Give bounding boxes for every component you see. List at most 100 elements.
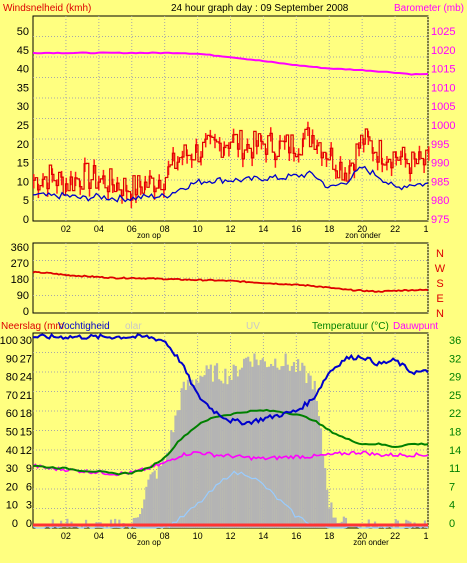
rain-axis-label: Neerslag (mm [1, 321, 64, 332]
temperature-axis-label: Temperatuur (°C) [312, 321, 389, 332]
series-windsnelheid [33, 127, 429, 201]
wind-gust-bar [404, 153, 407, 168]
wind-tick-label: 45 [17, 45, 29, 57]
x-tick-label: 1 [423, 531, 428, 541]
wind-gust-bar [293, 147, 295, 162]
wind-gust-bar [372, 147, 374, 162]
solar-bar [136, 517, 140, 528]
wind-gust-bar [56, 179, 58, 194]
direction-tick-label: 90 [17, 290, 29, 302]
solar-bar [209, 364, 212, 528]
wind-gust-bar [84, 157, 86, 172]
temperature-tick-label: 14 [449, 445, 461, 457]
solar-bar [257, 365, 260, 528]
rain-tick-label: 24 [20, 372, 32, 384]
wind-gust-bar [149, 170, 151, 185]
solar-bar [203, 375, 206, 528]
panel-direction-frame [32, 242, 429, 314]
wind-gust-bar [414, 152, 416, 168]
wind-gust-bar [116, 176, 119, 192]
rain-tick-label: 12 [20, 445, 32, 457]
wind-gust-bar [409, 167, 411, 182]
wind-gust-bar [307, 121, 309, 137]
wind-gust-bar [153, 185, 156, 200]
wind-gust-bar [177, 156, 179, 171]
x-tick-label: 22 [390, 224, 400, 234]
barometer-axis-label: Barometer (mb) [394, 3, 464, 14]
barometer-tick-label: 995 [431, 139, 449, 151]
solar-bar [151, 472, 154, 528]
solar-bar [342, 516, 345, 528]
x-tick-label: 20 [357, 531, 367, 541]
wind-gust-bar [167, 160, 170, 176]
solar-bar [242, 358, 246, 528]
solar-bar [195, 379, 198, 528]
wind-gust-bar [33, 174, 35, 189]
solar-bar [265, 367, 269, 528]
barometer-tick-label: 980 [431, 195, 449, 207]
sunrise-label: zon op [137, 538, 162, 547]
compass-label: N [436, 248, 444, 260]
humidity-tick-label: 80 [6, 372, 18, 384]
x-tick-label: 02 [61, 224, 71, 234]
solar-bar [182, 381, 185, 528]
solar-bar [228, 375, 231, 528]
wind-gust-bar [112, 178, 114, 194]
solar-bar [272, 365, 275, 528]
wind-gust-bar [191, 153, 193, 168]
solar-bar [172, 432, 175, 528]
wind-gust-bar [362, 138, 365, 153]
x-tick-label: 20 [357, 224, 367, 234]
barometer-tick-label: 975 [431, 214, 449, 226]
humidity-tick-label: 20 [6, 481, 18, 493]
x-tick-label: 14 [258, 531, 268, 541]
solar-bar [321, 455, 325, 528]
wind-gust-bar [204, 133, 207, 148]
wind-gust-bar [144, 175, 147, 191]
direction-tick-label: 270 [11, 258, 29, 270]
solar-bar [143, 499, 146, 528]
humidity-tick-label: 0 [12, 518, 18, 530]
barometer-axis-ticks: 1025 1020 1015 1010 1005 1000 995 990 985 980 975 [431, 26, 455, 226]
wind-gust-bar [65, 177, 68, 193]
wind-gust-bar [125, 184, 128, 200]
barometer-tick-label: 1000 [431, 120, 455, 132]
wind-gust-bar [279, 134, 281, 150]
barometer-tick-label: 1005 [431, 101, 455, 113]
wind-gust-bar [297, 148, 300, 163]
solar-bar [294, 371, 298, 528]
solar-bar [139, 514, 142, 528]
wind-gust-bar [321, 151, 323, 166]
solar-bar [215, 363, 219, 528]
solar-bar [197, 382, 200, 528]
rain-tick-label: 27 [20, 353, 32, 365]
wind-gust-bar [376, 155, 379, 171]
x-tick-label: 04 [94, 531, 104, 541]
barometer-tick-label: 1025 [431, 26, 455, 38]
solar-bar [159, 465, 163, 528]
solar-bar [334, 517, 337, 528]
solar-bar [161, 457, 165, 528]
solar-bar [153, 470, 156, 528]
solar-bar [174, 415, 177, 528]
solar-bar [267, 366, 271, 528]
wind-gust-bar [102, 169, 105, 185]
solar-bar [311, 389, 314, 528]
series-wind-direction [32, 270, 429, 293]
solar-bar [230, 379, 233, 528]
wind-gust-bar [260, 135, 263, 150]
wind-tick-label: 0 [23, 214, 29, 226]
solar-bar [247, 356, 250, 528]
solar-bar [255, 359, 258, 528]
panel-wind-lines [32, 51, 430, 209]
wind-gust-bar [163, 183, 165, 198]
solar-bar [226, 384, 229, 528]
solar-bar [332, 517, 335, 528]
wind-gust-bar [121, 189, 123, 204]
solar-bar [290, 365, 293, 528]
wind-gust-bar [270, 127, 272, 142]
wind-gust-bar [311, 129, 314, 144]
wind-gust-bar [265, 148, 267, 163]
dewpoint-axis-label: Dauwpunt [393, 321, 438, 332]
